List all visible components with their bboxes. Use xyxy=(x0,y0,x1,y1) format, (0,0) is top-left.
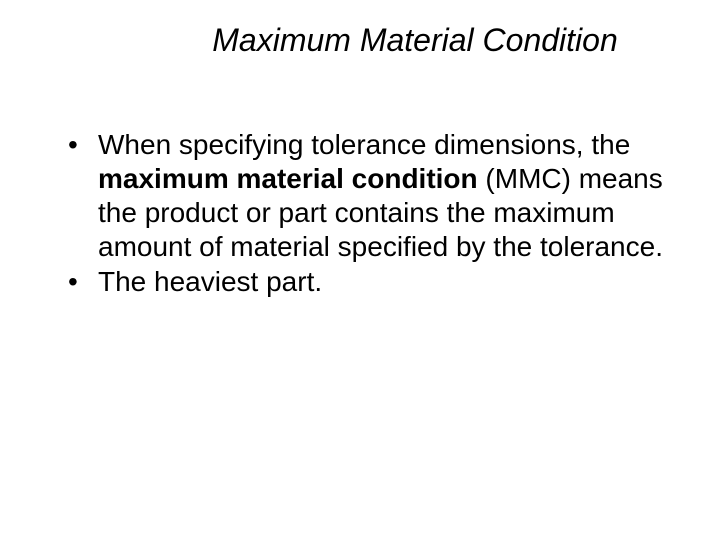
slide: Maximum Material Condition When specifyi… xyxy=(0,0,720,540)
list-item: When specifying tolerance dimensions, th… xyxy=(62,128,670,265)
bullet-list: When specifying tolerance dimensions, th… xyxy=(62,128,670,299)
slide-body: When specifying tolerance dimensions, th… xyxy=(62,128,670,299)
list-item: The heaviest part. xyxy=(62,265,670,299)
bullet-text-bold: maximum material condition xyxy=(98,163,478,194)
bullet-text-pre: The heaviest part. xyxy=(98,266,322,297)
slide-title: Maximum Material Condition xyxy=(0,22,720,59)
bullet-text-pre: When specifying tolerance dimensions, th… xyxy=(98,129,630,160)
